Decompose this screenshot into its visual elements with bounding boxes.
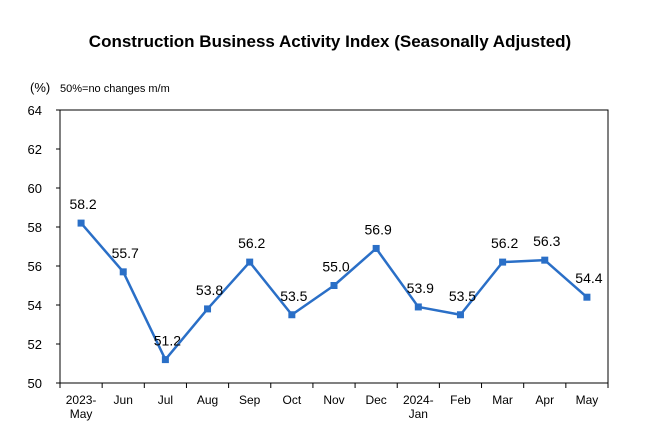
data-point	[161, 356, 169, 364]
data-label: 56.2	[238, 235, 265, 251]
data-point	[414, 303, 422, 311]
data-label: 55.7	[112, 245, 139, 261]
x-tick-label: Mar	[492, 393, 513, 407]
data-point	[372, 244, 380, 252]
y-tick-label: 56	[28, 259, 42, 274]
x-tick-label: Aug	[197, 393, 218, 407]
plot-frame	[59, 109, 609, 384]
y-tick-label: 62	[28, 142, 42, 157]
x-tick-label: Jan	[409, 407, 428, 421]
y-tick-label: 58	[28, 220, 42, 235]
data-label: 53.5	[280, 288, 307, 304]
x-tick-label: May	[70, 407, 93, 421]
y-tick-label: 64	[28, 103, 42, 118]
chart-note: 50%=no changes m/m	[60, 83, 170, 95]
x-tick-label: Dec	[365, 393, 386, 407]
x-tick-label: May	[576, 393, 599, 407]
data-point	[456, 311, 464, 319]
data-point	[246, 258, 254, 266]
data-point	[204, 305, 212, 313]
x-tick-label: Jul	[158, 393, 173, 407]
data-label: 58.2	[69, 196, 96, 212]
x-tick-label: Sep	[239, 393, 261, 407]
x-tick-label: Nov	[323, 393, 344, 407]
data-label: 56.2	[491, 235, 518, 251]
y-tick-label: 60	[28, 181, 42, 196]
x-tick-label: Oct	[283, 393, 302, 407]
data-point	[499, 258, 507, 266]
data-point	[119, 268, 127, 276]
data-label: 51.2	[154, 333, 181, 349]
chart-title: Construction Business Activity Index (Se…	[88, 32, 572, 51]
x-tick-label: Apr	[535, 393, 554, 407]
x-tick-label: 2024-	[403, 393, 434, 407]
data-label: 53.8	[196, 282, 223, 298]
y-tick-label: 50	[28, 376, 42, 391]
data-label: 56.9	[365, 221, 392, 237]
data-point	[330, 282, 338, 289]
data-point	[583, 293, 591, 301]
data-point	[541, 256, 549, 264]
x-tick-label: Jun	[114, 393, 133, 407]
data-label: 55.0	[322, 259, 349, 275]
x-tick-label: Feb	[450, 393, 471, 407]
data-label: 56.3	[533, 233, 560, 249]
x-tick-label: 2023-	[66, 393, 97, 407]
data-point	[288, 311, 296, 319]
data-label: 54.4	[575, 270, 602, 286]
data-point	[77, 219, 85, 227]
data-label: 53.9	[407, 280, 434, 296]
y-tick-label: 54	[28, 298, 42, 313]
data-label: 53.5	[449, 288, 476, 304]
y-unit-label: (%)	[30, 80, 50, 95]
y-tick-label: 52	[28, 337, 42, 352]
